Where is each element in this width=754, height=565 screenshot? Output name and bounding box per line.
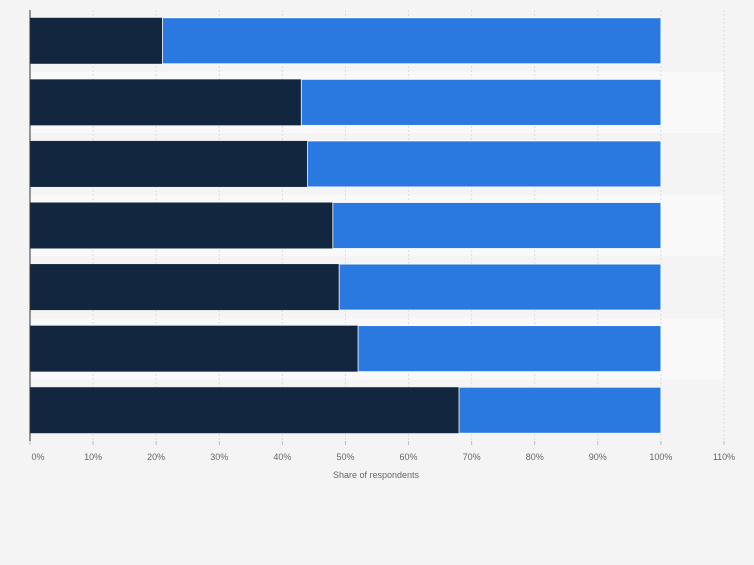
bar-segment (30, 325, 359, 372)
x-tick-label: 110% (713, 452, 735, 462)
x-tick-label: 30% (210, 452, 228, 462)
bar-segment (338, 263, 662, 311)
x-tick-label: 60% (400, 452, 418, 462)
x-tick-label: 20% (147, 452, 165, 462)
x-tick-label: 0% (31, 452, 44, 462)
bar-segment (30, 387, 460, 434)
x-axis-label: Share of respondents (333, 470, 420, 480)
bar-segment (458, 386, 662, 434)
x-tick-label: 90% (589, 452, 607, 462)
bar-segment (357, 325, 662, 373)
x-tick-label: 70% (463, 452, 481, 462)
x-tick-label: 100% (649, 452, 672, 462)
bar-segment (30, 140, 308, 187)
bar-segment (30, 202, 333, 249)
x-tick-label: 50% (336, 452, 354, 462)
bar-segment (332, 202, 662, 249)
bar-segment (162, 17, 662, 65)
bar-segment (300, 78, 662, 126)
bar-segment (30, 79, 302, 126)
x-tick-label: 80% (526, 452, 544, 462)
x-tick-label: 40% (273, 452, 291, 462)
x-axis: 0% 10% 20% 30% 40% 50% 60% 70% 80% 90% 100% 110% (29, 10, 735, 462)
x-tick-label: 10% (84, 452, 102, 462)
bar-segment (30, 17, 163, 64)
bar-segment (307, 140, 662, 188)
bars (30, 17, 662, 434)
bar-segment (30, 264, 340, 311)
